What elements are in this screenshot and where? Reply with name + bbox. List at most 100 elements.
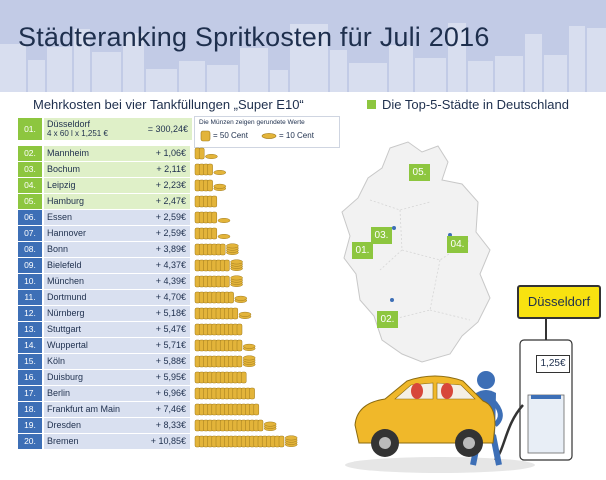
car-hub: [463, 437, 475, 449]
ground-shadow: [345, 457, 535, 473]
skyline-building: [389, 45, 413, 92]
skyline-building: [207, 65, 238, 92]
value-cell: + 4,39€: [132, 274, 190, 289]
coin-10: [238, 311, 252, 317]
coin-50: [253, 403, 260, 416]
coin-10: [205, 154, 218, 159]
coin-50: [211, 211, 218, 224]
table-row: 07. Hannover + 2,59€: [18, 226, 190, 241]
coin-10: [213, 183, 227, 189]
table-row: 17. Berlin + 6,96€: [18, 386, 190, 401]
germany-map: [341, 141, 491, 363]
car-and-pump-illustration: [345, 285, 573, 473]
pump-panel: [527, 394, 565, 454]
city-name: Duisburg: [44, 370, 132, 385]
value-cell: + 4,70€: [132, 290, 190, 305]
value-cell: + 5,71€: [132, 338, 190, 353]
skyline-building: [240, 48, 268, 92]
skyline-building: [0, 44, 26, 92]
coin-50: [211, 227, 218, 240]
coin-10: [242, 355, 256, 361]
city-dot: [390, 298, 394, 302]
table-row: 11. Dortmund + 4,70€: [18, 290, 190, 305]
coin-50: [278, 435, 285, 448]
coin-10: [234, 295, 248, 301]
city-name: Mannheim: [44, 146, 132, 161]
coin-10: [230, 259, 243, 265]
city-name: Hannover: [44, 226, 132, 241]
skyline-building: [92, 52, 121, 92]
coin-50: [219, 243, 226, 256]
table-row: 10. München + 4,39€: [18, 274, 190, 289]
table-row-reference: 01. Düsseldorf 4 x 60 l x 1,251 € = 300,…: [18, 118, 192, 140]
coin-10: [213, 170, 227, 175]
pump-stripe: [531, 395, 561, 399]
map-label-duesseldorf: 01.: [352, 242, 373, 259]
value-cell: + 2,23€: [132, 178, 190, 193]
table-row: 18. Frankfurt am Main + 7,46€: [18, 402, 190, 417]
city-name: Berlin: [44, 386, 132, 401]
skyline-building: [349, 63, 387, 92]
skyline-building: [587, 28, 606, 92]
coin-50: [207, 179, 213, 192]
pump-price-display: 1,25€: [536, 355, 570, 373]
value-cell: + 7,46€: [132, 402, 190, 417]
skyline-building: [123, 33, 144, 92]
skyline-building: [47, 47, 72, 92]
coin-50-label: = 50 Cent: [213, 131, 248, 140]
rank-badge: 17.: [18, 386, 42, 401]
skyline-building: [544, 55, 567, 92]
page-title: Städteranking Spritkosten für Juli 2016: [18, 22, 490, 52]
table-row: 08. Bonn + 3,89€: [18, 242, 190, 257]
coin-50: [236, 323, 243, 336]
germany-outline: [341, 141, 491, 363]
rank-badge: 19.: [18, 418, 42, 433]
city-name: Essen: [44, 210, 132, 225]
value-cell: + 8,33€: [132, 418, 190, 433]
rank-badge: 13.: [18, 322, 42, 337]
coin-50: [236, 355, 243, 368]
person-head: [477, 371, 495, 389]
value-cell: + 4,37€: [132, 258, 190, 273]
value-cell: + 3,89€: [132, 242, 190, 257]
table-row: 12. Nürnberg + 5,18€: [18, 306, 190, 321]
skyline-building: [146, 69, 177, 92]
coin-10: [217, 218, 231, 223]
legend-swatch: [367, 100, 376, 109]
coin-10: [284, 435, 298, 441]
coin-50: [198, 147, 205, 160]
rank-badge: 04.: [18, 178, 42, 193]
rank-badge: 08.: [18, 242, 42, 257]
car-hub: [379, 437, 391, 449]
skyline-building: [525, 34, 542, 92]
legend: Die Top-5-Städte in Deutschland: [367, 97, 569, 112]
value-cell: + 2,11€: [132, 162, 190, 177]
map-label-leipzig: 04.: [447, 236, 468, 253]
city-name: Hamburg: [44, 194, 132, 209]
value-cell: + 2,59€: [132, 226, 190, 241]
table-row: 13. Stuttgart + 5,47€: [18, 322, 190, 337]
value-cell: + 2,47€: [132, 194, 190, 209]
coin-legend: Die Münzen zeigen gerundete Werte = 50 C…: [194, 116, 340, 148]
table-row: 16. Duisburg + 5,95€: [18, 370, 190, 385]
city-name: Leipzig: [44, 178, 132, 193]
skyline-building: [290, 24, 328, 92]
skyline-building: [330, 50, 347, 92]
coin-10: [242, 343, 256, 349]
coin-50: [228, 291, 234, 304]
city-name: Frankfurt am Main: [44, 402, 132, 417]
coin-10: [217, 234, 231, 239]
city-name: Bielefeld: [44, 258, 132, 273]
table-row: 04. Leipzig + 2,23€: [18, 178, 190, 193]
coin-10: [226, 243, 239, 249]
map-label-mannheim: 02.: [377, 311, 398, 328]
rank-badge: 20.: [18, 434, 42, 449]
coin-50: [240, 371, 247, 384]
rank-badge: 15.: [18, 354, 42, 369]
city-name: Bonn: [44, 242, 132, 257]
skyline-building: [569, 26, 585, 92]
legend-label: Die Top-5-Städte in Deutschland: [382, 97, 569, 112]
city-name: München: [44, 274, 132, 289]
